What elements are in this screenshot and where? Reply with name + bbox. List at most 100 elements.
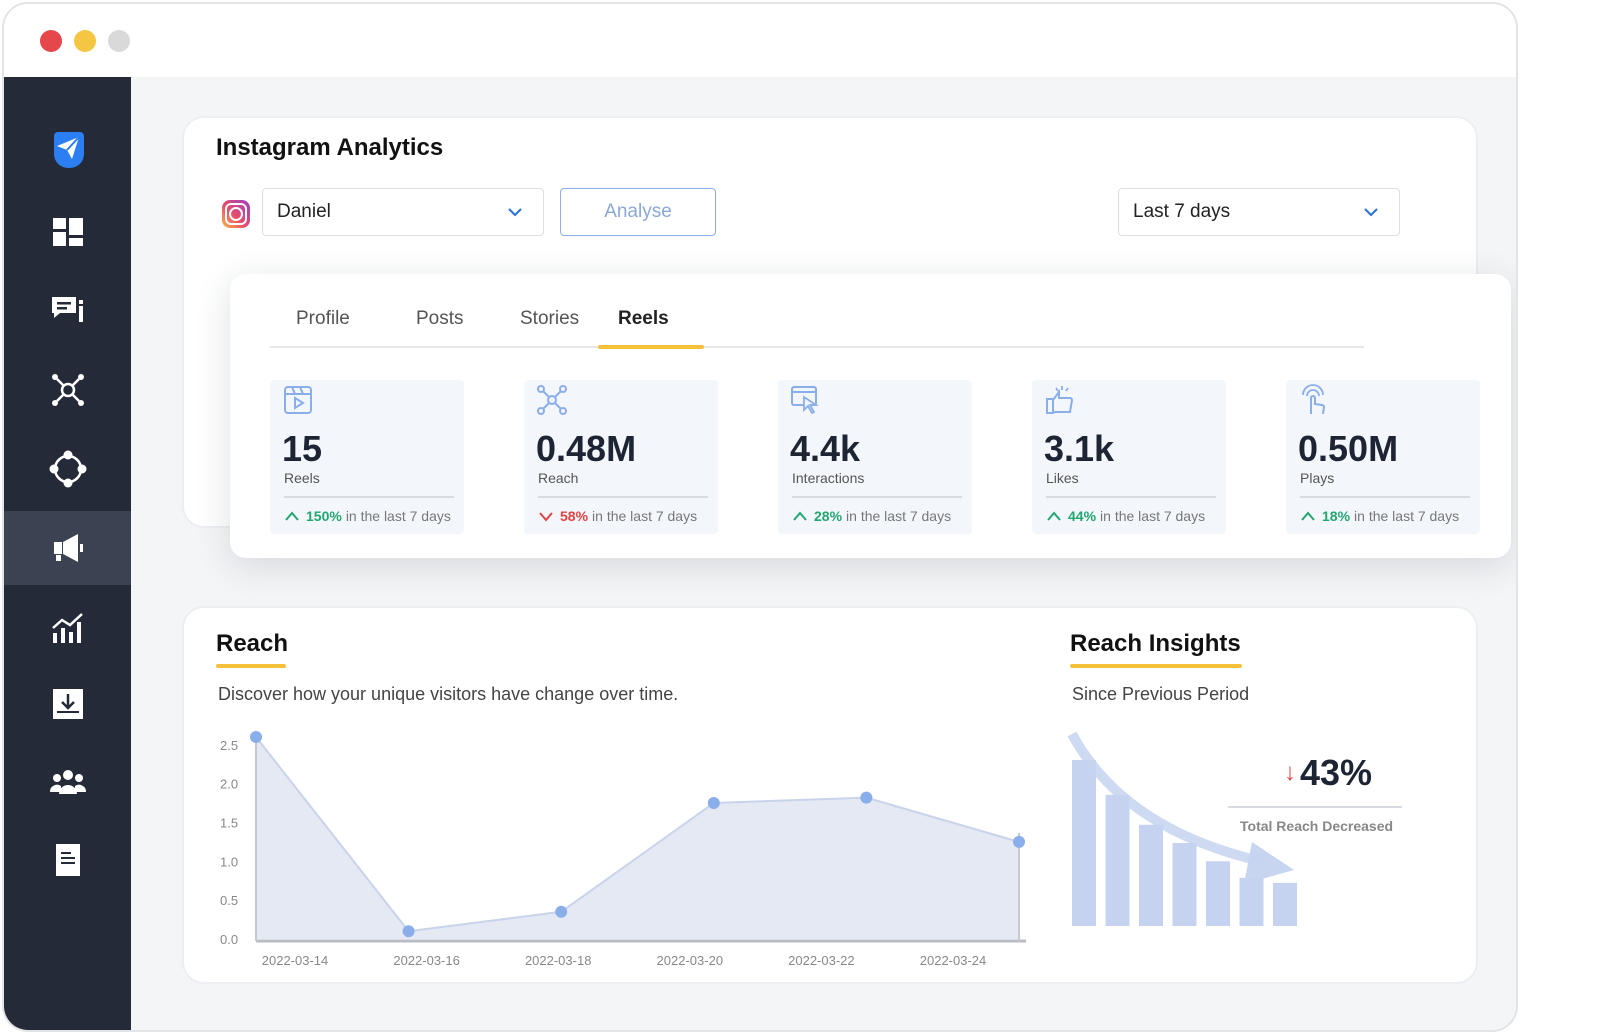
inbox-download-icon bbox=[52, 689, 83, 719]
x-tick-label: 2022-03-20 bbox=[657, 953, 724, 968]
account-select[interactable]: Daniel bbox=[262, 188, 544, 236]
stat-change: 44% in the last 7 days bbox=[1046, 508, 1205, 524]
reels-play-icon bbox=[284, 386, 312, 414]
close-window-button[interactable] bbox=[40, 30, 62, 52]
stat-change-percent: 58% bbox=[560, 508, 589, 524]
stat-divider bbox=[538, 496, 708, 498]
megaphone-icon bbox=[53, 534, 83, 562]
app-window: Instagram Analytics Daniel Analyse Last … bbox=[2, 2, 1518, 1032]
tap-hand-icon bbox=[1302, 384, 1326, 415]
sidebar-item-logo[interactable] bbox=[4, 111, 131, 185]
decline-arrow-head bbox=[1244, 842, 1294, 884]
active-tab-indicator bbox=[598, 345, 704, 349]
insight-bar bbox=[1172, 843, 1197, 926]
chart-point-2022-03-20[interactable] bbox=[707, 797, 720, 810]
reach-title: Reach bbox=[216, 630, 289, 657]
stat-value: 3.1k bbox=[1044, 428, 1115, 469]
insight-bar bbox=[1273, 882, 1297, 926]
stat-change: 18% in the last 7 days bbox=[1300, 508, 1459, 524]
period-select[interactable]: Last 7 days bbox=[1118, 188, 1400, 236]
minimize-window-button[interactable] bbox=[74, 30, 96, 52]
sidebar bbox=[4, 77, 131, 1030]
reach-subtitle: Discover how your unique visitors have c… bbox=[218, 684, 679, 704]
tabs-divider bbox=[270, 346, 1364, 348]
reach-area-fill bbox=[256, 737, 1019, 939]
reach-insights-subtitle: Since Previous Period bbox=[1072, 684, 1250, 704]
sidebar-item-campaigns[interactable] bbox=[4, 511, 131, 585]
document-icon bbox=[55, 844, 80, 876]
analyse-button[interactable]: Analyse bbox=[560, 188, 716, 236]
reach-area-line bbox=[255, 736, 1020, 933]
stat-value: 4.4k bbox=[790, 428, 861, 469]
y-tick-label: 2.0 bbox=[220, 777, 238, 792]
chart-point-2022-03-24[interactable] bbox=[1013, 835, 1025, 848]
chevron-down-icon bbox=[508, 208, 522, 217]
chart-point-2022-03-22[interactable] bbox=[860, 791, 873, 804]
sidebar-item-analytics[interactable] bbox=[4, 591, 131, 665]
stat-label: Reach bbox=[538, 470, 579, 486]
arrow-down-icon: ↓ bbox=[1284, 759, 1296, 786]
trend-down-icon bbox=[539, 512, 553, 522]
x-tick-label: 2022-03-24 bbox=[920, 953, 987, 968]
stat-label: Likes bbox=[1046, 470, 1079, 486]
x-tick-label: 2022-03-14 bbox=[262, 953, 329, 968]
y-tick-label: 2.5 bbox=[220, 738, 238, 753]
stat-change-suffix: in the last 7 days bbox=[1100, 508, 1206, 524]
network-icon bbox=[51, 374, 84, 406]
stat-change: 28% in the last 7 days bbox=[792, 508, 951, 524]
sidebar-item-dashboard[interactable] bbox=[4, 195, 131, 269]
stat-card-interactions: 4.4k Interactions 28% in the last 7 days bbox=[778, 380, 972, 534]
chart-point-2022-03-14[interactable] bbox=[250, 731, 262, 743]
stat-divider bbox=[1300, 496, 1470, 498]
stat-change-suffix: in the last 7 days bbox=[592, 508, 698, 524]
stat-card-plays: 0.50M Plays 18% in the last 7 days bbox=[1286, 380, 1480, 534]
trend-up-icon bbox=[1301, 511, 1315, 521]
trend-up-icon bbox=[1047, 511, 1061, 521]
chart-point-2022-03-16[interactable] bbox=[402, 925, 415, 938]
sidebar-item-network[interactable] bbox=[4, 353, 131, 427]
stat-change-suffix: in the last 7 days bbox=[1354, 508, 1460, 524]
y-tick-label: 1.0 bbox=[220, 854, 238, 869]
insight-bar bbox=[1139, 824, 1163, 926]
chart-point-2022-03-18[interactable] bbox=[555, 905, 568, 918]
stat-change: 58% in the last 7 days bbox=[538, 508, 697, 524]
sidebar-item-inbox[interactable] bbox=[4, 667, 131, 741]
stat-label: Interactions bbox=[792, 470, 865, 486]
sidebar-item-messages[interactable] bbox=[4, 273, 131, 347]
sidebar-item-hub[interactable] bbox=[4, 432, 131, 506]
insight-bar bbox=[1105, 794, 1130, 926]
sidebar-item-team[interactable] bbox=[4, 745, 131, 819]
reach-chart: 0.0 0.5 1.0 1.5 2.0 2.5 2022-03-14 2022-03-16 2… bbox=[204, 723, 1034, 973]
messages-icon bbox=[51, 297, 83, 322]
tab-profile[interactable]: Profile bbox=[296, 308, 350, 329]
page-title: Instagram Analytics bbox=[216, 134, 444, 161]
stat-change-percent: 44% bbox=[1068, 508, 1097, 524]
tab-posts[interactable]: Posts bbox=[416, 308, 464, 329]
reach-card: Reach Discover how your unique visitors … bbox=[182, 606, 1478, 984]
y-tick-label: 0.5 bbox=[220, 893, 238, 908]
reach-insights-title: Reach Insights bbox=[1070, 630, 1241, 657]
stat-change-percent: 28% bbox=[814, 508, 843, 524]
stat-card-reach: 0.48M Reach 58% in the last 7 days bbox=[524, 380, 718, 534]
insight-bar bbox=[1072, 760, 1096, 926]
tab-reels[interactable]: Reels bbox=[618, 308, 669, 329]
decline-bars-graphic bbox=[1067, 731, 1297, 926]
maximize-window-button[interactable] bbox=[108, 30, 130, 52]
insight-bar bbox=[1206, 861, 1230, 926]
period-select-value: Last 7 days bbox=[1133, 201, 1231, 222]
stat-card-reels: 15 Reels 150% in the last 7 days bbox=[270, 380, 464, 534]
reach-change-label: Total Reach Decreased bbox=[1240, 818, 1394, 834]
sidebar-item-documents[interactable] bbox=[4, 823, 131, 897]
hub-icon bbox=[49, 450, 86, 488]
decline-arrow-curve bbox=[1067, 731, 1266, 867]
account-select-value: Daniel bbox=[277, 201, 331, 222]
dashboard-icon bbox=[52, 218, 83, 246]
reach-change-percent: 43% bbox=[1300, 752, 1373, 793]
reels-stats-panel: Profile Posts Stories Reels 15 Reels 150… bbox=[230, 274, 1511, 558]
interactions-cursor-icon bbox=[791, 386, 819, 415]
stat-label: Reels bbox=[284, 470, 320, 486]
stat-divider bbox=[1046, 496, 1216, 498]
reach-insights-title-underline bbox=[1070, 664, 1242, 668]
reach-network-icon bbox=[537, 385, 567, 415]
tab-stories[interactable]: Stories bbox=[520, 308, 580, 329]
